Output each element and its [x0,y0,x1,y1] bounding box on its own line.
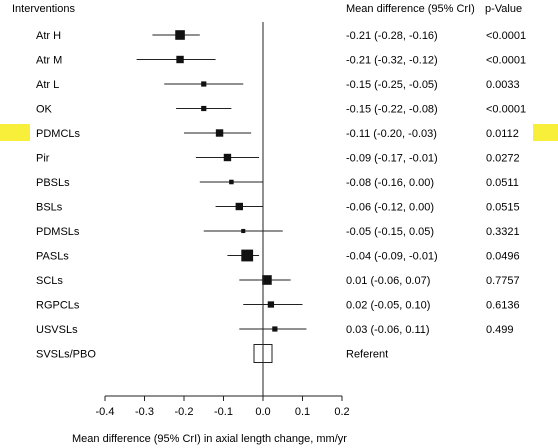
point-scls [262,275,272,285]
row-label-scls: SCLs [36,275,63,287]
point-pasls [241,249,254,262]
row-ci-ok: -0.15 (-0.22, -0.08) [346,104,438,116]
tick-label: 0.2 [334,406,349,418]
tick-label: -0.2 [175,406,194,418]
row-label-pir: Pir [36,153,50,165]
row-p-rgpcls: 0.6136 [486,300,520,312]
point-pdmsls [241,228,246,234]
point-ok [201,105,207,112]
row-ci-pbsls: -0.08 (-0.16, 0.00) [346,177,434,189]
tick-label: -0.1 [214,406,233,418]
row-p-atr-h: <0.0001 [486,30,526,42]
row-p-ok: <0.0001 [486,104,526,116]
row-label-svsls-pbo: SVSLs/PBO [36,349,96,361]
row-p-usvsls: 0.499 [486,324,514,336]
row-label-bsls: BSLs [36,202,63,214]
header-p: p-Value [485,3,522,15]
row-label-pdmcls: PDMCLs [36,128,81,140]
row-ci-pdmsls: -0.05 (-0.15, 0.05) [346,226,434,238]
row-label-usvsls: USVSLs [36,324,78,336]
row-label-atr-l: Atr L [36,79,59,91]
row-label-pbsls: PBSLs [36,177,70,189]
row-ci-atr-l: -0.15 (-0.25, -0.05) [346,79,438,91]
highlight-markers [0,124,558,141]
point-atr-h [175,30,185,40]
highlight-right [533,124,558,141]
row-p-atr-m: <0.0001 [486,55,526,67]
point-atr-m [176,55,184,64]
row-ci-pasls: -0.04 (-0.09, -0.01) [346,251,438,263]
row-p-scls: 0.7757 [486,275,520,287]
row-p-pir: 0.0272 [486,153,520,165]
row-ci-rgpcls: 0.02 (-0.05, 0.10) [346,300,430,312]
row-p-atr-l: 0.0033 [486,79,520,91]
x-axis-label: Mean difference (95% CrI) in axial lengt… [72,433,347,445]
row-label-pdmsls: PDMSLs [36,226,80,238]
row-label-ok: OK [36,104,53,116]
row-ci-atr-h: -0.21 (-0.28, -0.16) [346,30,438,42]
row-label-atr-h: Atr H [36,30,61,42]
header-ci: Mean difference (95% CrI) [346,3,475,15]
row-ci-svsls-pbo: Referent [346,349,388,361]
row-p-pasls: 0.0496 [486,251,520,263]
row-ci-usvsls: 0.03 (-0.06, 0.11) [346,324,430,336]
tick-label: -0.4 [96,406,115,418]
row-label-rgpcls: RGPCLs [36,300,80,312]
point-pdmcls [215,129,224,137]
header-interventions: Interventions [12,3,75,15]
row-ci-pir: -0.09 (-0.17, -0.01) [346,153,438,165]
row-ci-atr-m: -0.21 (-0.32, -0.12) [346,55,438,67]
point-pbsls [229,179,234,185]
point-rgpcls [267,301,275,308]
row-p-pdmsls: 0.3321 [486,226,520,238]
point-atr-l [201,81,207,87]
point-bsls [235,202,243,211]
row-label-pasls: PASLs [36,251,69,263]
row-ci-bsls: -0.06 (-0.12, 0.00) [346,202,434,214]
row-p-pbsls: 0.0511 [486,177,519,189]
rows: Atr H -0.21 (-0.28, -0.16) <0.0001 Atr M -0.… [36,30,526,363]
row-ci-pdmcls: -0.11 (-0.20, -0.03) [346,128,437,140]
highlight-left [0,124,30,141]
tick-label: -0.3 [135,406,154,418]
row-p-bsls: 0.0515 [486,202,520,214]
point-usvsls [272,326,278,332]
tick-label: 0.0 [255,406,270,418]
x-ticks: -0.4 -0.3 -0.2 -0.1 0.0 0.1 0.2 [96,396,350,418]
row-p-pdmcls: 0.0112 [486,128,519,140]
row-label-atr-m: Atr M [36,55,62,67]
point-pir [223,153,232,162]
row-ci-scls: 0.01 (-0.06, 0.07) [346,275,430,287]
tick-label: 0.1 [295,406,310,418]
